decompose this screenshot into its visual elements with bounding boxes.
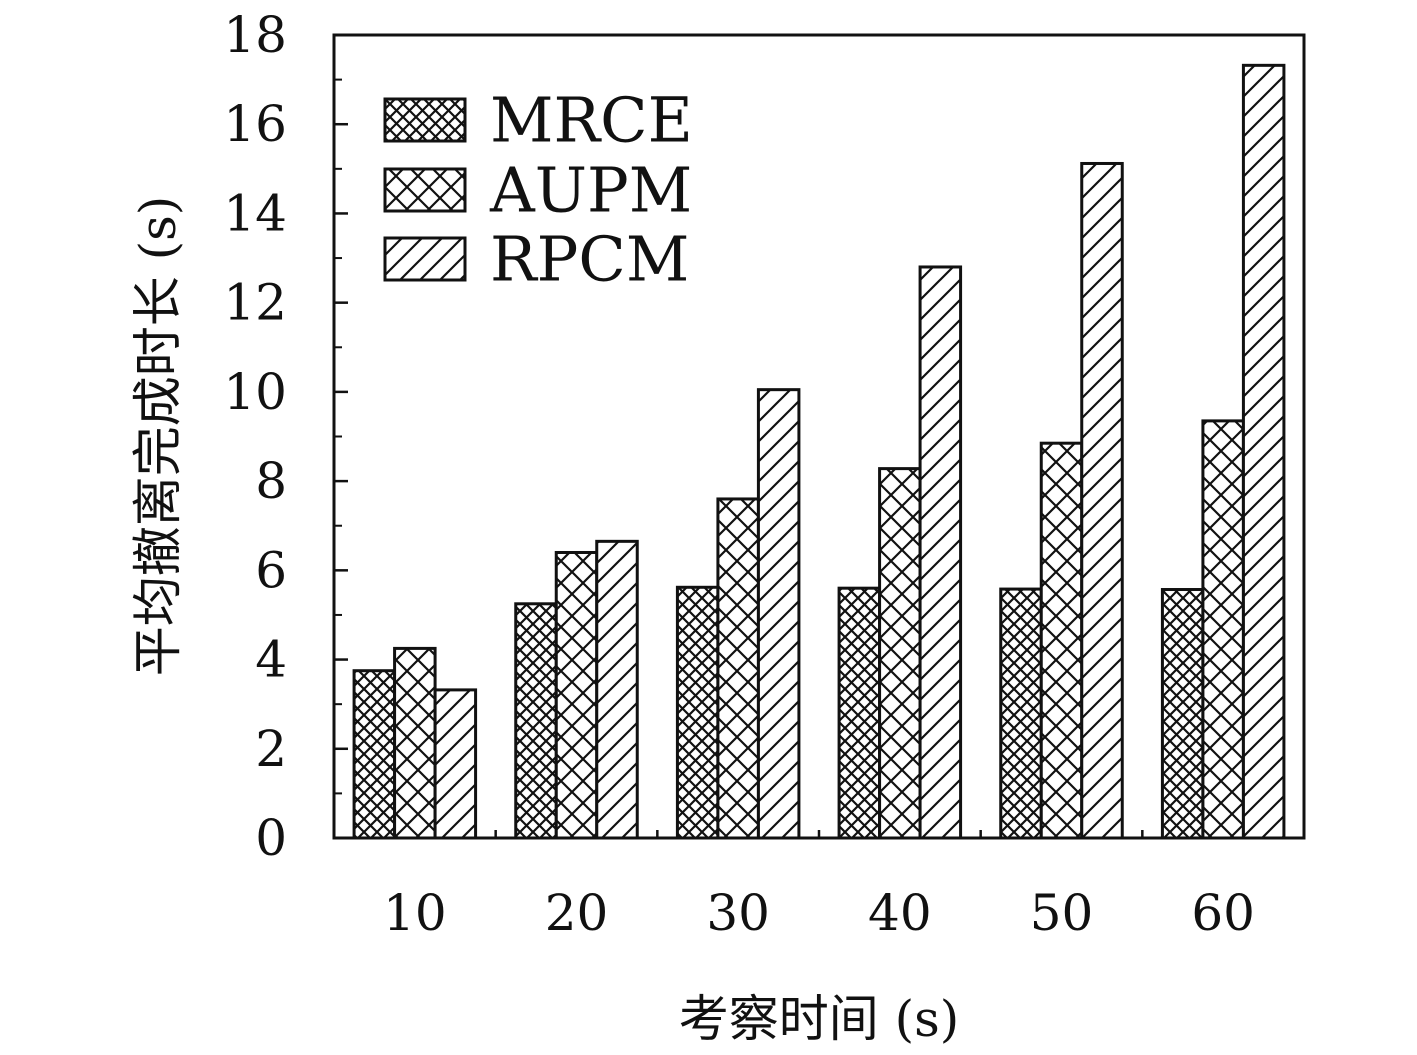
x-tick-label-30: 30 — [706, 884, 770, 942]
y-tick-label-16: 16 — [223, 95, 287, 153]
x-tick-label-50: 50 — [1030, 884, 1094, 942]
bar-rpcm-60 — [1241, 63, 1286, 840]
legend-label-mrce: MRCE — [490, 84, 693, 157]
y-tick-label-10: 10 — [223, 363, 287, 421]
bar-mrce-20 — [514, 602, 558, 840]
y-tick-label-12: 12 — [223, 274, 287, 332]
plot-frame — [332, 33, 1306, 840]
y-tick-label-4: 4 — [255, 631, 287, 689]
legend-label-aupm: AUPM — [489, 154, 692, 227]
y-axis-ticks — [334, 33, 348, 840]
bar-mrce-30 — [675, 585, 720, 840]
bar-rpcm-50 — [1080, 161, 1124, 840]
x-tick-label-40: 40 — [868, 884, 932, 942]
x-tick-label-10: 10 — [383, 884, 447, 942]
x-tick-label-20: 20 — [545, 884, 609, 942]
legend-swatch-aupm — [383, 167, 467, 213]
legend-swatch-rpcm — [383, 236, 467, 282]
y-axis-tick-labels: 0 2 4 6 8 10 12 14 16 18 — [223, 6, 287, 867]
bar-aupm-10 — [393, 646, 437, 840]
bar-rpcm-20 — [595, 539, 639, 840]
bar-aupm-40 — [878, 467, 922, 840]
y-tick-label-0: 0 — [255, 809, 287, 867]
y-tick-label-14: 14 — [223, 184, 287, 242]
bar-mrce-60 — [1160, 588, 1205, 840]
x-axis-ticks — [494, 830, 1144, 838]
y-tick-label-6: 6 — [255, 541, 287, 599]
y-tick-label-8: 8 — [255, 452, 287, 510]
bar-rpcm-30 — [756, 388, 801, 840]
bar-aupm-30 — [716, 497, 760, 840]
legend-swatch-mrce — [383, 97, 467, 143]
bar-aupm-20 — [554, 550, 599, 840]
y-tick-label-18: 18 — [223, 6, 287, 64]
bar-rpcm-40 — [918, 265, 963, 840]
bar-group — [352, 63, 1286, 840]
x-axis-tick-labels: 10 20 30 40 50 60 — [383, 884, 1255, 942]
x-axis-title: 考察时间 (s) — [679, 990, 960, 1048]
y-axis-title: 平均撤离完成时长 (s) — [129, 196, 187, 677]
legend-label-rpcm: RPCM — [490, 223, 689, 296]
bar-mrce-40 — [837, 586, 882, 840]
y-tick-label-2: 2 — [255, 720, 287, 778]
bar-aupm-50 — [1039, 441, 1084, 840]
bar-mrce-10 — [352, 669, 397, 840]
bar-rpcm-10 — [433, 688, 478, 840]
bar-mrce-50 — [999, 587, 1043, 840]
x-tick-label-60: 60 — [1191, 884, 1255, 942]
bar-aupm-60 — [1201, 419, 1245, 840]
